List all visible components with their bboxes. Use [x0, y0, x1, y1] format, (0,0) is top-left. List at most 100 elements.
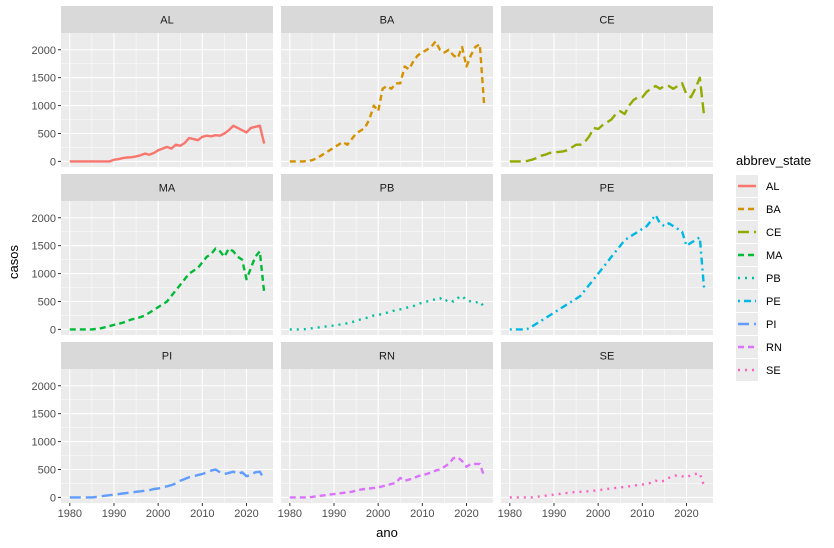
panel-ma: MA 0 500 1000 1500 2000 — [32, 174, 273, 336]
facet-strip — [281, 342, 493, 369]
legend-label: AL — [766, 181, 779, 193]
legend-item: MA — [736, 244, 783, 266]
x-tick-label: 2020 — [234, 508, 258, 520]
x-tick-label: 2020 — [674, 508, 698, 520]
facet-strip — [501, 174, 713, 201]
series-line-ce — [509, 76, 706, 163]
series-line-pi — [69, 468, 266, 499]
facet-strip — [61, 174, 273, 201]
y-tick-label: 0 — [50, 156, 56, 168]
facet-strip — [281, 6, 493, 33]
legend-key-background — [736, 198, 758, 220]
panel-ce: CE — [501, 6, 713, 167]
facet-strip-label: AL — [160, 15, 173, 27]
panel-rn: RN 1980 1990 2000 2010 2020 — [278, 342, 493, 520]
x-tick-label: 2000 — [366, 508, 390, 520]
x-tick-label: 2000 — [586, 508, 610, 520]
x-tick-label: 2010 — [190, 508, 214, 520]
panel-background — [281, 201, 493, 335]
legend-label: PE — [766, 296, 781, 308]
series-line-ba — [289, 40, 486, 163]
facet-strip-label: PE — [600, 183, 615, 195]
y-tick-label: 1000 — [32, 101, 56, 113]
y-tick-label: 1000 — [32, 437, 56, 449]
series-line-al — [69, 124, 266, 163]
legend-item: PI — [736, 313, 776, 335]
facet-strip-label: PI — [162, 351, 172, 363]
x-tick-label: 2020 — [454, 508, 478, 520]
facet-strip — [501, 6, 713, 33]
panel-al: AL 0 500 1000 1500 2000 — [32, 6, 273, 168]
legend-label: MA — [766, 250, 783, 262]
facet-strip-label: MA — [159, 183, 176, 195]
y-tick-label: 0 — [50, 324, 56, 336]
y-tick-label: 500 — [38, 465, 56, 477]
y-tick-label: 1500 — [32, 409, 56, 421]
facet-strip — [501, 342, 713, 369]
legend-item: PB — [736, 267, 781, 289]
panel-background — [501, 201, 713, 335]
panel-background — [501, 33, 713, 167]
legend-item: CE — [736, 221, 781, 243]
facet-strip — [281, 174, 493, 201]
series-line-pb — [289, 294, 486, 331]
panel-background — [61, 33, 273, 167]
panel-pe: PE — [501, 174, 713, 335]
panel-background — [61, 369, 273, 503]
facet-strip-label: PB — [380, 183, 395, 195]
legend-item: RN — [736, 336, 782, 358]
facet-strip-label: SE — [600, 351, 615, 363]
panel-background — [281, 369, 493, 503]
y-tick-label: 1500 — [32, 241, 56, 253]
y-tick-label: 2000 — [32, 45, 56, 57]
legend-item: PE — [736, 290, 781, 312]
legend-item: BA — [736, 198, 781, 220]
legend-label: PI — [766, 319, 776, 331]
x-tick-label: 1980 — [278, 508, 302, 520]
legend-label: SE — [766, 365, 781, 377]
legend-label: PB — [766, 273, 781, 285]
facet-strip-label: BA — [380, 15, 395, 27]
y-tick-label: 500 — [38, 297, 56, 309]
legend-key-background — [736, 244, 758, 266]
x-tick-label: 1990 — [542, 508, 566, 520]
legend-label: CE — [766, 227, 781, 239]
x-tick-label: 1990 — [322, 508, 346, 520]
facet-strip-label: CE — [599, 15, 614, 27]
legend: abbrev_state AL BA CE MA PB PE PI RN SE — [736, 153, 811, 381]
panel-pi: PI 0 500 1000 1500 2000 1980 1990 2000 2010 2020 — [32, 342, 273, 520]
panel-se: SE 1980 1990 2000 2010 2020 — [498, 342, 713, 520]
x-tick-label: 1990 — [102, 508, 126, 520]
x-tick-label: 2010 — [630, 508, 654, 520]
y-tick-label: 1000 — [32, 269, 56, 281]
x-tick-label: 1980 — [498, 508, 522, 520]
panel-pb: PB — [281, 174, 493, 335]
x-tick-label: 2000 — [146, 508, 170, 520]
series-line-ma — [69, 247, 266, 331]
y-tick-label: 2000 — [32, 381, 56, 393]
facet-strip — [61, 6, 273, 33]
y-tick-label: 500 — [38, 129, 56, 141]
legend-item: AL — [736, 175, 779, 197]
y-axis-title: casos — [6, 245, 21, 279]
x-axis-title: ano — [376, 525, 398, 540]
legend-label: BA — [766, 204, 781, 216]
panel-ba: BA — [281, 6, 493, 167]
panel-background — [61, 201, 273, 335]
x-tick-label: 2010 — [410, 508, 434, 520]
legend-label: RN — [766, 342, 782, 354]
legend-key-background — [736, 336, 758, 358]
x-tick-label: 1980 — [58, 508, 82, 520]
legend-title: abbrev_state — [736, 153, 811, 168]
y-tick-label: 2000 — [32, 213, 56, 225]
panel-background — [501, 369, 713, 503]
facet-strip — [61, 342, 273, 369]
y-tick-label: 1500 — [32, 73, 56, 85]
series-line-rn — [289, 456, 486, 499]
panel-background — [281, 33, 493, 167]
y-tick-label: 0 — [50, 492, 56, 504]
facet-strip-label: RN — [379, 351, 395, 363]
series-line-pe — [509, 213, 706, 331]
legend-item: SE — [736, 359, 781, 381]
